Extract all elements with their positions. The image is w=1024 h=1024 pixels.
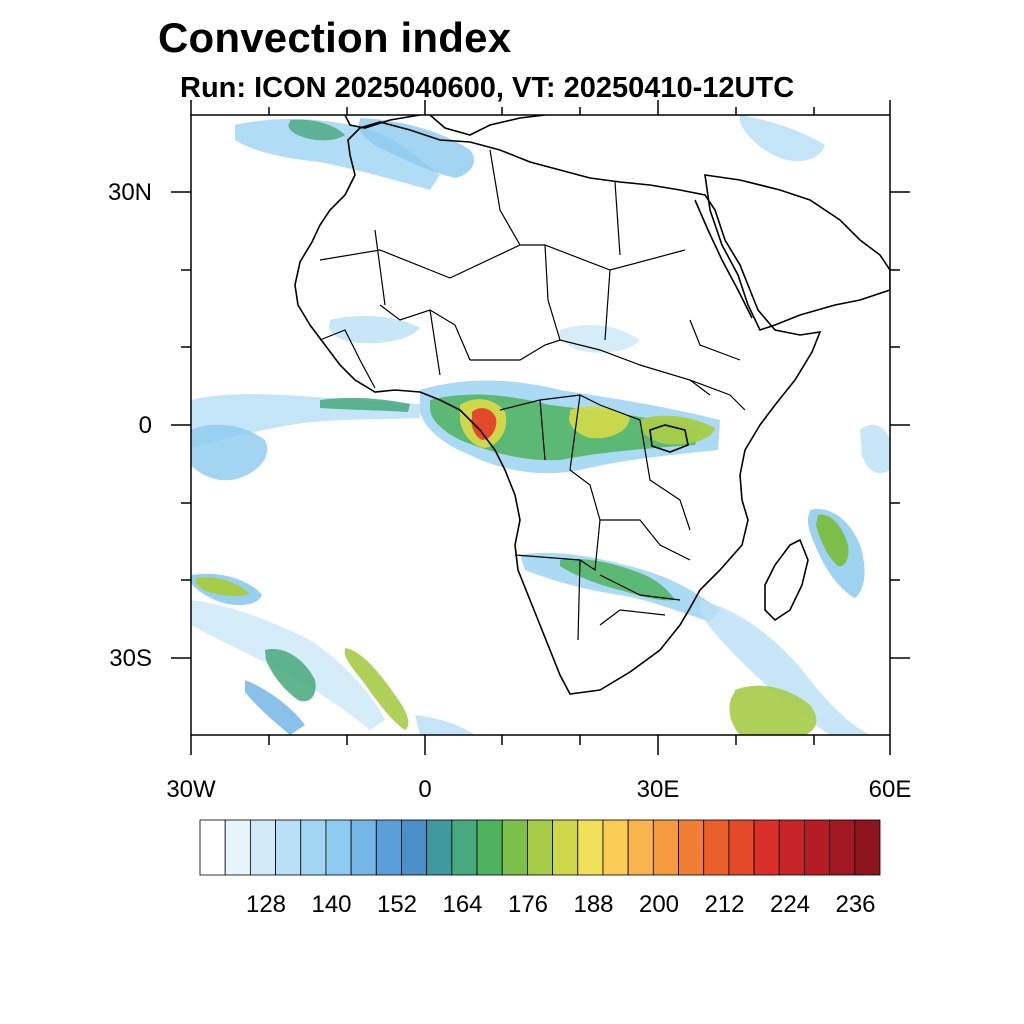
lon-label-30w: 30W bbox=[166, 776, 216, 803]
lat-label-30s: 30S bbox=[109, 645, 152, 672]
colorbar-label: 236 bbox=[835, 891, 875, 918]
colorbar-swatch bbox=[351, 820, 376, 875]
colorbar-swatch bbox=[502, 820, 527, 875]
colorbar-swatch bbox=[754, 820, 779, 875]
lon-tick-labels: 30W 0 30E 60E bbox=[166, 776, 911, 803]
colorbar-swatch bbox=[200, 820, 225, 875]
colorbar-swatch bbox=[779, 820, 804, 875]
colorbar-swatch bbox=[326, 820, 351, 875]
colorbar-label: 164 bbox=[442, 891, 482, 918]
colorbar-labels: 128 140 152 164 176 188 200 212 224 236 bbox=[246, 891, 876, 918]
lat-label-0: 0 bbox=[139, 412, 152, 439]
colorbar-swatch bbox=[679, 820, 704, 875]
map-panel bbox=[191, 115, 890, 735]
colorbar-label: 140 bbox=[311, 891, 351, 918]
colorbar-swatch bbox=[578, 820, 603, 875]
colorbar-label: 212 bbox=[704, 891, 744, 918]
colorbar-swatch bbox=[653, 820, 678, 875]
colorbar-swatch bbox=[225, 820, 250, 875]
lat-tick-labels: 30N 0 30S bbox=[108, 179, 152, 672]
colorbar-swatch bbox=[729, 820, 754, 875]
colorbar-swatch bbox=[376, 820, 401, 875]
colorbar-swatch bbox=[704, 820, 729, 875]
colorbar-swatch bbox=[301, 820, 326, 875]
lon-label-30e: 30E bbox=[637, 776, 680, 803]
colorbar-swatch bbox=[477, 820, 502, 875]
colorbar-swatch bbox=[527, 820, 552, 875]
colorbar-swatch bbox=[804, 820, 829, 875]
colorbar-swatch bbox=[250, 820, 275, 875]
map-figure: 30N 0 30S 30W 0 30E 60E 128 140 152 164 176 1… bbox=[0, 0, 1024, 1024]
colorbar-swatch bbox=[276, 820, 301, 875]
colorbar-swatch bbox=[452, 820, 477, 875]
lat-label-30n: 30N bbox=[108, 179, 152, 206]
colorbar-swatch bbox=[830, 820, 855, 875]
colorbar-swatch bbox=[553, 820, 578, 875]
colorbar-swatch bbox=[855, 820, 880, 875]
colorbar-label: 128 bbox=[246, 891, 286, 918]
lon-label-60e: 60E bbox=[869, 776, 912, 803]
colorbar-label: 224 bbox=[770, 891, 810, 918]
colorbar-swatch bbox=[427, 820, 452, 875]
colorbar-label: 188 bbox=[573, 891, 613, 918]
colorbar-swatch bbox=[603, 820, 628, 875]
colorbar-label: 200 bbox=[639, 891, 679, 918]
colorbar-label: 152 bbox=[377, 891, 417, 918]
colorbar-swatch bbox=[628, 820, 653, 875]
colorbar-swatch bbox=[401, 820, 426, 875]
colorbar-label: 176 bbox=[508, 891, 548, 918]
lon-label-0: 0 bbox=[418, 776, 431, 803]
colorbar bbox=[200, 820, 880, 875]
